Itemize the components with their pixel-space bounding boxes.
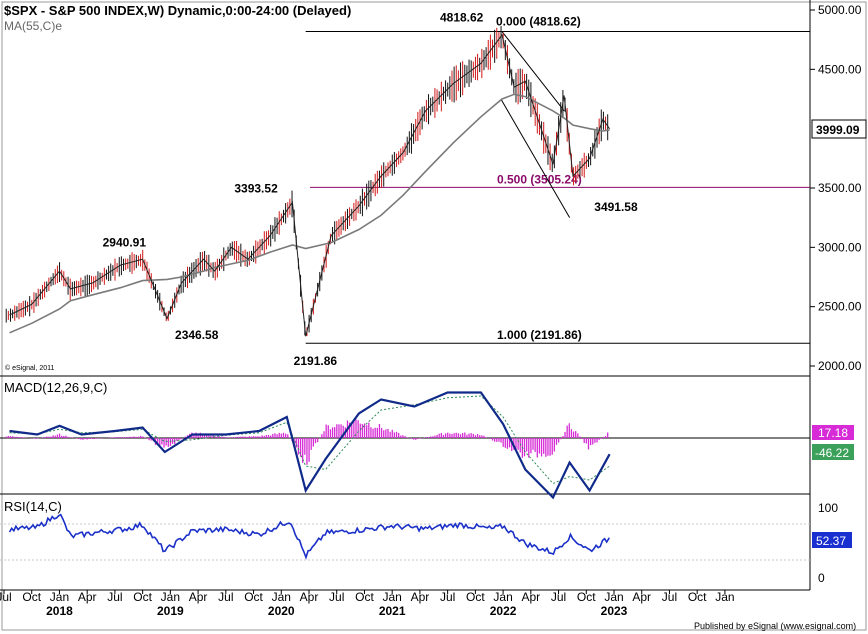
trendlines bbox=[500, 31, 571, 218]
x-tick-label: Apr bbox=[411, 590, 430, 604]
macd-hist-value: 17.18 bbox=[818, 426, 848, 440]
year-label: 2022 bbox=[490, 604, 517, 618]
rsi-legend: RSI(14,C) bbox=[4, 499, 62, 514]
x-tick-label: Jan bbox=[715, 590, 734, 604]
x-tick-label: Oct bbox=[466, 590, 485, 604]
last-price-box: 3999.09 bbox=[811, 119, 867, 139]
price-axis: 5000.00 4500.00 3500.00 3000.00 2500.00 2000.… bbox=[810, 3, 862, 373]
x-tick-label: Apr bbox=[189, 590, 208, 604]
annotation-label: 4818.62 bbox=[440, 11, 484, 25]
macd-histogram bbox=[5, 419, 609, 465]
macd-value: -46.22 bbox=[815, 446, 849, 460]
x-tick-label: Oct bbox=[577, 590, 596, 604]
x-axis: Jul Oct Jan Apr Jul Oct Jan Apr Jul Oct Jan Apr Jul O… bbox=[0, 590, 735, 618]
x-tick-label: Jan bbox=[50, 590, 69, 604]
price-tick-label: 3500.00 bbox=[818, 181, 862, 195]
x-tick-label: Oct bbox=[355, 590, 374, 604]
rsi-line bbox=[8, 513, 610, 560]
rsi-value: 52.37 bbox=[816, 534, 846, 548]
x-tick-label: Apr bbox=[300, 590, 319, 604]
year-label: 2020 bbox=[268, 604, 295, 618]
x-tick-label: Oct bbox=[244, 590, 263, 604]
annotation-label: 2191.86 bbox=[294, 354, 338, 368]
x-tick-label: Apr bbox=[521, 590, 540, 604]
trendline-upper bbox=[501, 31, 565, 112]
rsi-value-box: 52.37 bbox=[812, 532, 852, 548]
macd-value-box: -46.22 bbox=[812, 444, 854, 460]
x-tick-label: Jul bbox=[107, 590, 122, 604]
x-tick-label: Jan bbox=[383, 590, 402, 604]
x-tick-label: Jul bbox=[662, 590, 677, 604]
x-tick-label: Oct bbox=[688, 590, 707, 604]
last-price-label: 3999.09 bbox=[816, 123, 860, 137]
macd-line bbox=[9, 391, 611, 500]
x-tick-label: Oct bbox=[133, 590, 152, 604]
fib-label: 1.000 (2191.86) bbox=[497, 328, 582, 342]
ma55-line bbox=[9, 93, 610, 334]
price-tick-label: 5000.00 bbox=[818, 3, 862, 17]
price-tick-label: 2500.00 bbox=[818, 300, 862, 314]
price-tick-label: 3000.00 bbox=[818, 240, 862, 254]
x-tick-label: Jul bbox=[440, 590, 455, 604]
price-panel bbox=[0, 0, 811, 590]
annotation-label: 3491.58 bbox=[594, 200, 638, 214]
x-tick-label: Jul bbox=[0, 590, 12, 604]
x-tick-label: Jan bbox=[493, 590, 512, 604]
chart-title: $SPX - S&P 500 INDEX,W) Dynamic,0:00-24:… bbox=[4, 3, 351, 18]
price-tick-label: 4500.00 bbox=[818, 62, 862, 76]
watermark: © eSignal, 2011 bbox=[5, 364, 55, 372]
x-tick-label: Apr bbox=[78, 590, 97, 604]
x-tick-label: Jul bbox=[329, 590, 344, 604]
fibonacci-levels: 0.000 (4818.62) 0.500 (3505.24) 1.000 (219… bbox=[305, 15, 810, 344]
x-tick-label: Jan bbox=[272, 590, 291, 604]
macd-legend: MACD(12,26,9,C) bbox=[4, 380, 107, 395]
x-tick-label: Apr bbox=[632, 590, 651, 604]
rsi-tick-0: 0 bbox=[818, 571, 825, 585]
year-label: 2018 bbox=[46, 604, 73, 618]
annotation-label: 3393.52 bbox=[234, 182, 278, 196]
x-tick-label: Oct bbox=[22, 590, 41, 604]
year-label: 2023 bbox=[601, 604, 628, 618]
x-tick-label: Jul bbox=[218, 590, 233, 604]
year-label: 2021 bbox=[379, 604, 406, 618]
rsi-panel bbox=[0, 523, 810, 591]
x-tick-label: Jan bbox=[604, 590, 623, 604]
fib-label: 0.500 (3505.24) bbox=[497, 172, 582, 186]
price-annotations: 4818.62 2940.91 2346.58 3393.52 2191.86 3491.… bbox=[103, 11, 638, 369]
x-tick-label: Jul bbox=[551, 590, 566, 604]
rsi-tick-100: 100 bbox=[818, 501, 838, 515]
ma-legend: MA(55,C)e bbox=[4, 19, 62, 33]
annotation-label: 2940.91 bbox=[103, 235, 147, 249]
x-tick-label: Jan bbox=[161, 590, 180, 604]
trendline-lower bbox=[500, 98, 571, 218]
fib-label: 0.000 (4818.62) bbox=[496, 15, 581, 29]
footer-published: Published by eSignal (www.esignal.com) bbox=[694, 621, 856, 631]
price-line bbox=[9, 33, 611, 337]
annotation-label: 2346.58 bbox=[175, 328, 219, 342]
year-label: 2019 bbox=[157, 604, 184, 618]
price-tick-label: 2000.00 bbox=[818, 359, 862, 373]
macd-hist-value-box: 17.18 bbox=[812, 425, 854, 440]
